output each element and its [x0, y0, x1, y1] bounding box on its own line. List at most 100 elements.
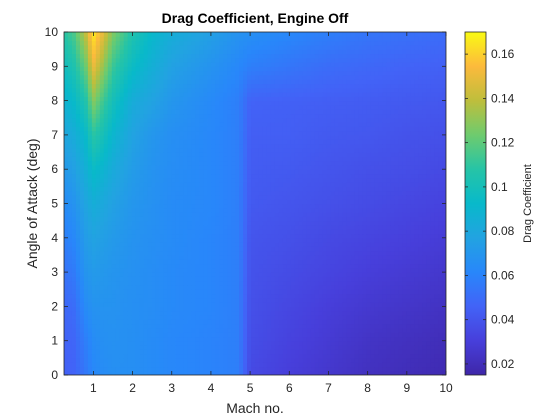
heatmap-cell: [346, 310, 352, 316]
heatmap-cell: [354, 340, 360, 346]
heatmap-cell: [223, 224, 228, 230]
heatmap-cell: [143, 212, 149, 217]
heatmap-cell: [334, 199, 340, 205]
heatmap-cell: [243, 280, 248, 286]
heatmap-cell: [219, 310, 224, 316]
heatmap-cell: [235, 259, 240, 265]
heatmap-cell: [394, 353, 399, 359]
heatmap-cell: [231, 323, 236, 329]
heatmap-cell: [191, 254, 196, 260]
heatmap-cell: [239, 302, 244, 307]
heatmap-cell: [115, 233, 121, 239]
heatmap-cell: [159, 340, 165, 346]
heatmap-cell: [294, 186, 300, 192]
heatmap-cell: [438, 203, 443, 209]
heatmap-cell: [394, 203, 399, 209]
heatmap-cell: [358, 272, 364, 277]
heatmap-cell: [302, 212, 308, 217]
heatmap-cell: [127, 186, 133, 192]
heatmap-cell: [79, 340, 85, 346]
heatmap-cell: [107, 297, 113, 303]
heatmap-cell: [338, 306, 344, 312]
heatmap-cell: [290, 199, 296, 205]
heatmap-cell: [294, 280, 300, 286]
heatmap-cell: [278, 182, 284, 187]
heatmap-cell: [438, 246, 443, 252]
heatmap-cell: [79, 327, 85, 333]
heatmap-cell: [211, 182, 216, 187]
heatmap-cell: [422, 173, 427, 179]
heatmap-cell: [119, 366, 125, 372]
heatmap-cell: [91, 349, 97, 355]
heatmap-cell: [422, 366, 427, 372]
heatmap-cell: [302, 194, 308, 200]
heatmap-cell: [298, 203, 304, 209]
heatmap-cell: [354, 366, 360, 372]
heatmap-cell: [107, 323, 113, 329]
heatmap-cell: [251, 160, 256, 166]
heatmap-cell: [262, 366, 268, 372]
heatmap-cell: [346, 289, 352, 295]
heatmap-cell: [207, 194, 212, 200]
heatmap-cell: [354, 276, 360, 282]
heatmap-cell: [235, 370, 240, 375]
heatmap-cell: [294, 164, 300, 170]
heatmap-cell: [298, 357, 304, 363]
heatmap-cell: [127, 267, 133, 273]
heatmap-cell: [374, 194, 379, 200]
heatmap-cell: [378, 212, 383, 217]
heatmap-cell: [310, 362, 316, 368]
heatmap-cell: [175, 164, 180, 170]
heatmap-cell: [310, 254, 316, 260]
heatmap-cell: [79, 203, 85, 209]
heatmap-cell: [67, 246, 73, 252]
heatmap-cell: [223, 323, 228, 329]
heatmap-cell: [314, 336, 320, 342]
heatmap-cell: [354, 156, 360, 162]
heatmap-cell: [282, 302, 288, 307]
heatmap-cell: [274, 220, 280, 226]
heatmap-cell: [239, 207, 244, 213]
heatmap-cell: [243, 276, 248, 282]
heatmap-cell: [302, 229, 308, 235]
heatmap-cell: [318, 182, 324, 187]
heatmap-cell: [99, 349, 105, 355]
heatmap-cell: [95, 353, 101, 359]
heatmap-cell: [410, 357, 415, 363]
heatmap-cell: [430, 284, 435, 290]
heatmap-cell: [414, 246, 419, 252]
heatmap-cell: [215, 327, 220, 333]
heatmap-cell: [71, 272, 77, 277]
heatmap-cell: [255, 349, 260, 355]
heatmap-cell: [282, 233, 288, 239]
heatmap-cell: [163, 224, 169, 230]
heatmap-cell: [338, 173, 344, 179]
heatmap-cell: [71, 199, 77, 205]
heatmap-cell: [274, 194, 280, 200]
heatmap-cell: [79, 302, 85, 307]
heatmap-cell: [358, 370, 364, 375]
heatmap-cell: [175, 267, 180, 273]
heatmap-cell: [155, 233, 161, 239]
heatmap-cell: [255, 164, 260, 170]
heatmap-cell: [330, 332, 336, 338]
heatmap-cell: [322, 164, 328, 170]
heatmap-cell: [382, 190, 387, 196]
heatmap-cell: [75, 332, 81, 338]
heatmap-cell: [163, 340, 169, 346]
heatmap-cell: [95, 366, 101, 372]
heatmap-cell: [418, 216, 423, 222]
heatmap-cell: [147, 224, 153, 230]
heatmap-cell: [131, 164, 137, 170]
heatmap-cell: [402, 250, 407, 256]
heatmap-cell: [227, 362, 232, 368]
heatmap-cell: [211, 332, 216, 338]
heatmap-cell: [406, 280, 411, 286]
heatmap-cell: [123, 289, 129, 295]
heatmap-cell: [286, 203, 292, 209]
heatmap-cell: [266, 272, 272, 277]
heatmap-cell: [179, 229, 184, 235]
heatmap-cell: [207, 164, 212, 170]
heatmap-cell: [326, 190, 332, 196]
heatmap-cell: [235, 254, 240, 260]
